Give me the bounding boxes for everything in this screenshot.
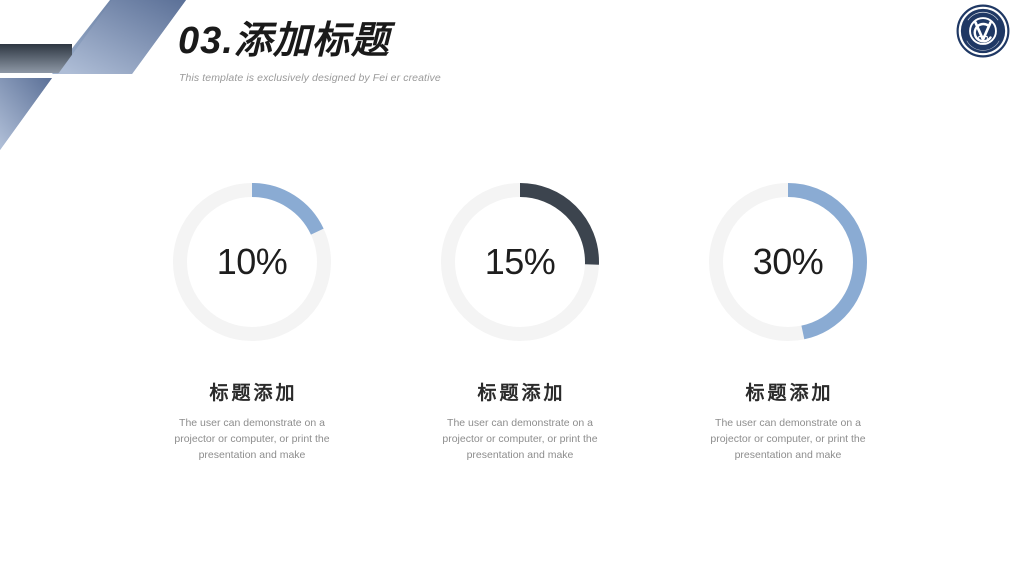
page-subtitle: This template is exclusively designed by…	[179, 71, 441, 84]
stat-card: 10% 标题添加 The user can demonstrate on a p…	[140, 182, 364, 463]
deco-dark-bar	[0, 44, 72, 73]
donut-value-label: 30%	[752, 241, 824, 282]
page-title: 03.添加标题	[178, 20, 390, 62]
stat-card: 30% 标题添加 The user can demonstrate on a p…	[676, 182, 900, 463]
deco-blue-band-large	[52, 0, 180, 74]
card-heading: 标题添加	[209, 383, 298, 404]
donut-value-label: 15%	[484, 241, 556, 282]
donut-chart: 10%	[172, 182, 332, 342]
card-heading: 标题添加	[477, 383, 566, 404]
deco-blue-parallelogram	[58, 0, 186, 74]
stat-card: 15% 标题添加 The user can demonstrate on a p…	[408, 182, 632, 463]
donut-chart: 15%	[440, 182, 600, 342]
university-seal-logo	[956, 4, 1010, 58]
deco-blue-wedge-lower	[0, 78, 52, 150]
card-body-text: The user can demonstrate on a projector …	[442, 417, 598, 461]
donut-chart: 30%	[708, 182, 868, 342]
donut-value-label: 10%	[216, 241, 288, 282]
card-body-text: The user can demonstrate on a projector …	[174, 417, 330, 461]
page-header: 03.添加标题 This template is exclusively des…	[178, 18, 738, 84]
donut-arc	[173, 183, 331, 341]
donut-arc	[709, 183, 867, 341]
donut-arc	[441, 183, 599, 341]
card-heading: 标题添加	[745, 383, 834, 404]
deco-blue-parallelogram-lower	[0, 78, 52, 150]
stats-columns: 10% 标题添加 The user can demonstrate on a p…	[140, 182, 900, 463]
card-body-text: The user can demonstrate on a projector …	[710, 417, 866, 461]
